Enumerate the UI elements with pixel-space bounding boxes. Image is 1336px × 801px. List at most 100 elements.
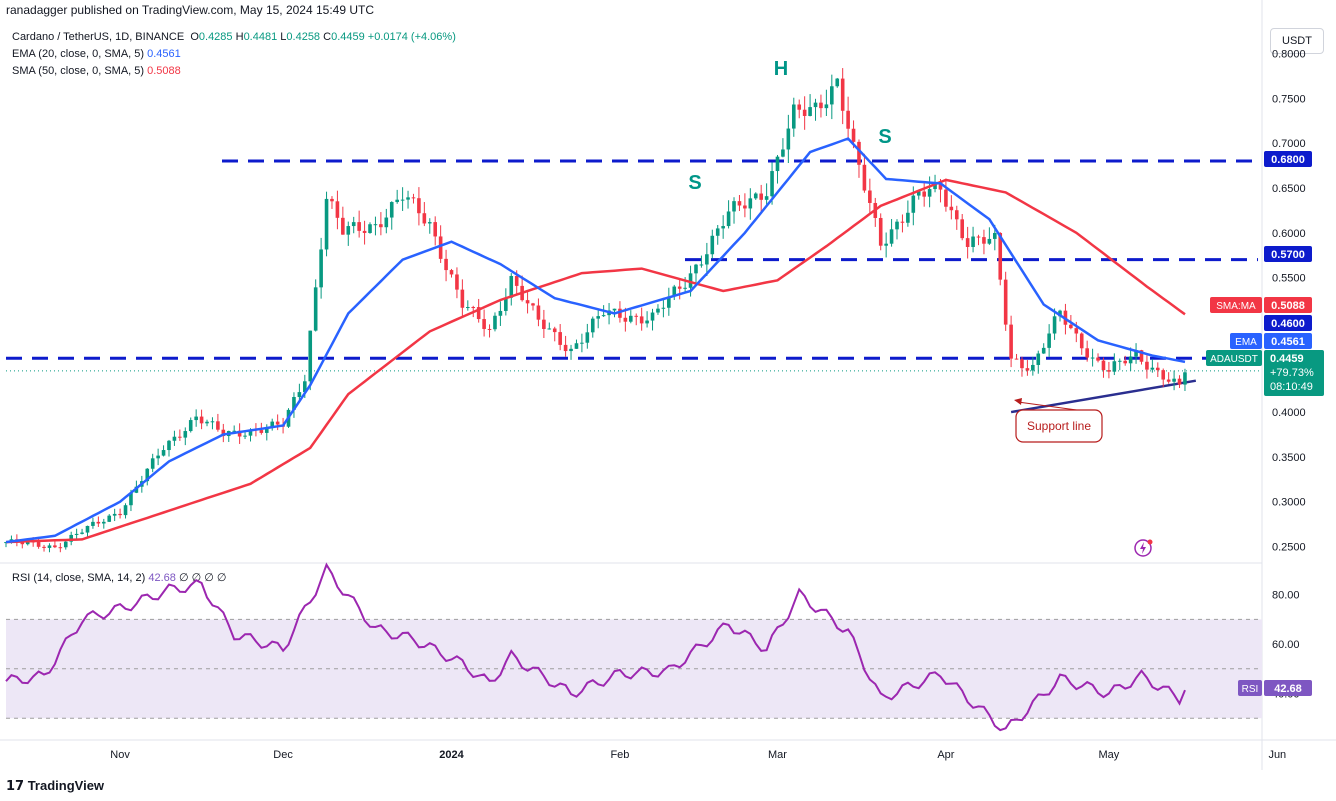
candle	[335, 201, 340, 218]
candle	[618, 308, 622, 318]
candle	[357, 222, 361, 231]
price-tick-label: 0.4000	[1272, 407, 1306, 419]
candle	[427, 222, 432, 224]
candle	[1014, 358, 1019, 360]
candle	[20, 542, 25, 545]
candle	[672, 286, 677, 297]
ema-tag-label: EMA	[1235, 337, 1257, 348]
candle	[433, 222, 438, 237]
candle	[1090, 357, 1095, 359]
candle	[400, 199, 405, 201]
candle	[900, 221, 905, 223]
price-tick-label: 0.6000	[1272, 228, 1306, 240]
candle	[982, 237, 986, 244]
candle	[438, 236, 443, 259]
candle	[482, 319, 486, 329]
price-tick-label: 0.3000	[1272, 497, 1306, 509]
candle	[509, 275, 514, 298]
candles	[4, 68, 1187, 553]
candle	[1047, 333, 1051, 348]
candle	[797, 104, 802, 110]
candle	[53, 545, 57, 548]
candle	[759, 193, 763, 200]
ohlc-change: +0.0174 (+4.06%)	[367, 31, 456, 43]
candle	[563, 344, 568, 352]
candle	[188, 420, 193, 432]
rsi-line	[5, 562, 1186, 732]
rsi-tick-label: 60.00	[1272, 639, 1300, 651]
quote-currency-button[interactable]: USDT	[1270, 28, 1324, 54]
candle	[775, 156, 780, 172]
sma-legend-value: 0.5088	[147, 65, 181, 77]
ohlc-low-label: L	[280, 31, 287, 43]
candle	[683, 287, 687, 289]
price-tick-label: 0.7000	[1272, 138, 1306, 150]
candle	[585, 332, 590, 343]
annotation-h: H	[774, 58, 788, 80]
candle	[101, 521, 106, 524]
sma-legend[interactable]: SMA (50, close, 0, SMA, 5) 0.5088	[12, 65, 181, 77]
price-tick-label: 0.5500	[1272, 273, 1306, 285]
candle	[205, 421, 209, 424]
candle	[129, 492, 133, 506]
rsi-legend[interactable]: RSI (14, close, SMA, 14, 2) 42.68 ∅ ∅ ∅ …	[12, 571, 226, 584]
sma-tag-value-bg	[1264, 297, 1312, 313]
tradingview-logo[interactable]: 𝟭𝟳 TradingView	[6, 778, 104, 794]
candle	[802, 109, 807, 116]
candle	[835, 78, 840, 87]
rsi-legend-label: RSI (14, close, SMA, 14, 2)	[12, 572, 146, 584]
candle	[944, 189, 948, 207]
candle	[395, 199, 399, 203]
candle	[862, 164, 867, 191]
candle	[178, 436, 182, 438]
rsi-tag-value: 42.68	[1274, 683, 1302, 695]
candle	[1161, 370, 1166, 380]
candle	[292, 396, 296, 410]
ohlc-open: 0.4285	[198, 31, 233, 43]
candle	[1085, 348, 1089, 358]
last-price-tag-bg	[1264, 350, 1324, 396]
time-tick-label: 2024	[439, 749, 464, 761]
candle	[922, 191, 926, 197]
last-change-tag: +79.73%	[1270, 367, 1314, 379]
support-line	[1010, 379, 1197, 414]
candle	[753, 193, 758, 199]
price-tick-label: 0.7500	[1272, 93, 1306, 105]
candle	[1041, 347, 1046, 354]
candle	[330, 198, 334, 202]
time-tick-label: Dec	[273, 749, 293, 761]
horizontal-levels	[6, 159, 1262, 414]
candle	[993, 232, 997, 239]
candle	[487, 328, 492, 330]
tv-logo-icon: 𝟭𝟳	[6, 778, 28, 793]
candle	[596, 316, 600, 319]
candle	[150, 458, 155, 469]
ema-legend[interactable]: EMA (20, close, 0, SMA, 5) 0.4561	[12, 48, 181, 60]
candle	[1155, 367, 1160, 371]
symbol-title[interactable]: Cardano / TetherUS, 1D, BINANCE	[12, 31, 185, 43]
candle	[466, 307, 470, 309]
candle	[645, 320, 649, 324]
lightning-icon[interactable]	[1134, 539, 1153, 557]
candle	[243, 435, 247, 437]
candle	[960, 219, 965, 239]
support-label-box[interactable]	[1015, 409, 1103, 443]
candle	[694, 264, 698, 274]
countdown-tag: 08:10:49	[1270, 381, 1313, 393]
level-680-tag: 0.6800	[1271, 154, 1305, 166]
rsi-panel	[6, 618, 1262, 719]
symbol-tag-bg	[1206, 350, 1262, 366]
candle	[167, 440, 171, 451]
ema-tag-value: 0.4561	[1271, 336, 1305, 348]
candle	[976, 236, 981, 238]
candle	[341, 217, 345, 235]
candle	[954, 210, 959, 220]
support-label: Support line	[1027, 419, 1091, 433]
annotation-s-right: S	[878, 126, 891, 148]
candle	[210, 421, 215, 423]
candle	[118, 513, 122, 516]
candle	[1123, 360, 1127, 364]
candle	[949, 206, 954, 211]
candle	[1139, 350, 1144, 362]
